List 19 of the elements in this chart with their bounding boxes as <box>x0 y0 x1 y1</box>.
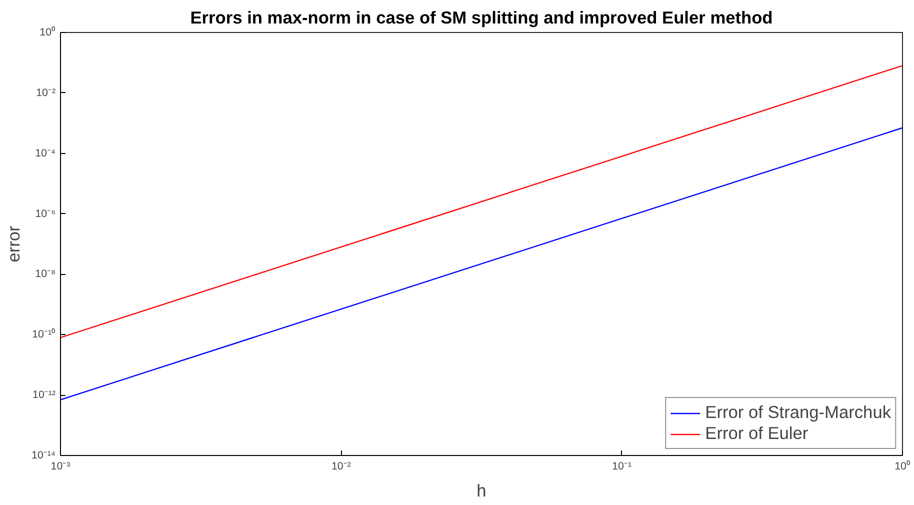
line-series <box>60 127 902 400</box>
y-tick-label: 10⁰ <box>40 26 56 38</box>
legend-label: Error of Strang-Marchuk <box>705 402 891 423</box>
y-tick-label: 10⁻¹⁰ <box>32 328 56 341</box>
x-axis-title: h <box>476 480 486 500</box>
y-tick-label: 10⁻⁸ <box>35 268 56 280</box>
y-axis-title: error <box>4 225 24 262</box>
x-tick-label: 10⁻¹ <box>612 460 632 472</box>
x-tick-label: 10⁰ <box>894 460 910 472</box>
y-tick-label: 10⁻⁴ <box>35 147 56 160</box>
x-tick-label: 10⁻² <box>331 460 352 472</box>
x-tick-label: 10⁻³ <box>50 460 71 472</box>
y-tick-label: 10⁻¹⁴ <box>32 450 56 462</box>
y-tick-label: 10⁻⁶ <box>35 208 56 220</box>
legend-label: Error of Euler <box>705 423 808 444</box>
chart-title: Errors in max-norm in case of SM splitting and improved Euler method <box>190 8 773 28</box>
line-series <box>60 65 902 338</box>
y-tick-label: 10⁻¹² <box>32 389 56 402</box>
y-tick-label: 10⁻² <box>36 86 56 99</box>
